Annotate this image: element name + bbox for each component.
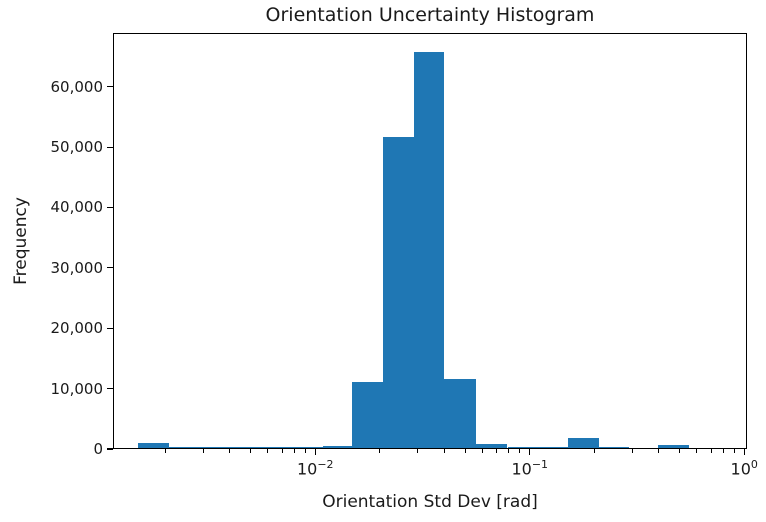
x-minor-tick — [250, 449, 252, 453]
x-minor-tick — [508, 449, 510, 453]
x-minor-tick — [710, 449, 712, 453]
x-minor-tick — [658, 449, 660, 453]
x-minor-tick — [631, 449, 633, 453]
x-minor-tick — [464, 449, 466, 453]
x-minor-tick — [304, 449, 306, 453]
x-minor-tick — [229, 449, 231, 453]
y-tick-label: 50,000 — [50, 138, 104, 157]
histogram-bar — [444, 379, 477, 448]
histogram-bar — [262, 446, 294, 448]
y-tick-label: 60,000 — [50, 77, 104, 96]
x-tick-label: 10−1 — [511, 458, 549, 479]
x-minor-tick — [202, 449, 204, 453]
x-minor-tick — [379, 449, 381, 453]
y-tick — [107, 388, 113, 390]
histogram-bar — [168, 446, 200, 448]
x-minor-tick — [519, 449, 521, 453]
histogram-bar — [351, 381, 383, 448]
x-minor-tick — [722, 449, 724, 453]
y-tick — [107, 146, 113, 148]
x-major-tick — [314, 449, 316, 455]
x-minor-tick — [443, 449, 445, 453]
x-tick-label: 10−2 — [296, 458, 334, 479]
histogram-bars — [114, 34, 746, 448]
x-minor-tick — [164, 449, 166, 453]
x-minor-tick — [733, 449, 735, 453]
x-minor-tick — [281, 449, 283, 453]
histogram-bar — [538, 446, 569, 448]
y-tick — [107, 327, 113, 329]
histogram-bar — [323, 446, 352, 448]
y-tick — [107, 86, 113, 88]
x-minor-tick — [417, 449, 419, 453]
x-minor-tick — [593, 449, 595, 453]
histogram-bar — [414, 51, 445, 448]
histogram-bar — [476, 443, 508, 448]
histogram-bar — [658, 445, 690, 448]
y-tick-label: 10,000 — [50, 379, 104, 398]
histogram-bar — [293, 446, 324, 448]
histogram-bar — [199, 446, 231, 448]
plot-area — [113, 33, 747, 449]
x-major-tick — [743, 449, 745, 455]
y-tick-label: 0 — [93, 440, 103, 458]
x-minor-tick — [679, 449, 681, 453]
histogram-bar — [507, 446, 539, 448]
x-minor-tick — [696, 449, 698, 453]
y-tick-label: 40,000 — [50, 198, 104, 217]
histogram-bar — [568, 438, 600, 448]
histogram-bar — [230, 446, 263, 448]
x-major-tick — [529, 449, 531, 455]
histogram-bar — [599, 446, 630, 448]
chart-title: Orientation Uncertainty Histogram — [265, 4, 595, 26]
x-minor-tick — [293, 449, 295, 453]
x-tick-label: 100 — [730, 458, 758, 479]
y-tick — [107, 448, 113, 450]
x-minor-tick — [267, 449, 269, 453]
y-tick — [107, 267, 113, 269]
x-axis-label: Orientation Std Dev [rad] — [322, 492, 538, 512]
y-tick-label: 20,000 — [50, 319, 104, 338]
x-minor-tick — [481, 449, 483, 453]
histogram-bar — [137, 443, 169, 448]
histogram-bar — [382, 137, 415, 448]
x-minor-tick — [496, 449, 498, 453]
y-tick-label: 30,000 — [50, 258, 104, 277]
y-tick — [107, 206, 113, 209]
